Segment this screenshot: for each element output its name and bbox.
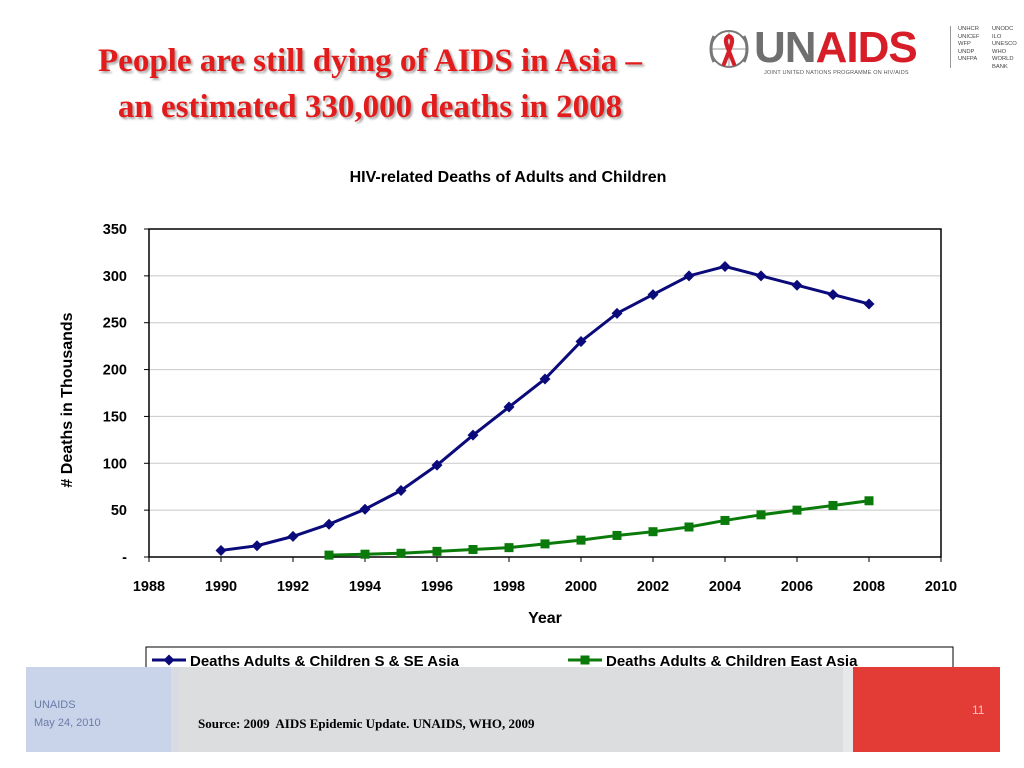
data-point xyxy=(539,373,551,385)
x-tick-label: 1994 xyxy=(349,579,381,595)
unaids-subtitle: JOINT UNITED NATIONS PROGRAMME ON HIV/AI… xyxy=(764,70,909,76)
x-tick-label: 2004 xyxy=(709,579,741,595)
footer-center-edge xyxy=(843,667,853,752)
data-point xyxy=(395,484,407,496)
footer-date: May 24, 2010 xyxy=(34,717,101,729)
data-point xyxy=(504,543,514,553)
data-point xyxy=(323,518,335,530)
footer-center-panel xyxy=(179,667,843,752)
data-point xyxy=(324,550,334,560)
chart-gridlines xyxy=(149,275,941,511)
x-tick-label: 2010 xyxy=(925,579,957,595)
data-point xyxy=(575,335,587,347)
data-point xyxy=(756,510,766,520)
data-point xyxy=(503,401,515,413)
unaids-wordmark: UNAIDS xyxy=(754,23,918,72)
data-point xyxy=(611,307,623,319)
data-point xyxy=(827,289,839,301)
x-tick-label: 1996 xyxy=(421,579,453,595)
y-tick-label: 250 xyxy=(103,316,127,332)
data-point xyxy=(720,515,730,525)
y-tick-label: 150 xyxy=(103,409,127,425)
un-emblem-ribbon-icon xyxy=(709,30,749,68)
unaids-logo: UNAIDS JOINT UNITED NATIONS PROGRAMME ON… xyxy=(702,20,1022,82)
data-point xyxy=(684,522,694,532)
data-point xyxy=(431,459,443,471)
x-tick-label: 1998 xyxy=(493,579,525,595)
data-point xyxy=(468,545,478,555)
data-point xyxy=(287,530,299,542)
source-note: Source: 2009 AIDS Epidemic Update. UNAID… xyxy=(198,716,535,731)
legend-marker xyxy=(163,654,175,666)
data-point xyxy=(828,500,838,510)
footer-org: UNAIDS xyxy=(34,699,76,711)
data-point xyxy=(755,270,767,282)
x-axis-ticks: 1988 1990 1992 1994 1996 1998 2000 2002 2004 2006… xyxy=(133,557,957,595)
slide-title: People are still dying of AIDS in Asia –… xyxy=(20,38,720,130)
y-tick-label: 200 xyxy=(103,363,127,379)
legend-label: Deaths Adults & Children East Asia xyxy=(606,653,858,670)
x-tick-label: 1988 xyxy=(133,579,165,595)
data-point xyxy=(648,527,658,537)
data-point xyxy=(215,544,227,556)
y-axis-label: # Deaths in Thousands xyxy=(59,312,76,487)
data-point xyxy=(359,503,371,515)
data-point xyxy=(540,539,550,549)
legend-marker xyxy=(580,655,590,665)
y-tick-label: 350 xyxy=(103,222,127,238)
data-point xyxy=(360,549,370,559)
slide-title-line2: an estimated 330,000 deaths in 2008 xyxy=(117,89,623,125)
y-tick-label: - xyxy=(122,550,127,566)
x-axis-label: Year xyxy=(528,610,562,627)
data-point xyxy=(612,530,622,540)
series-line xyxy=(220,264,870,552)
legend-label: Deaths Adults & Children S & SE Asia xyxy=(190,653,460,670)
page-number: 11 xyxy=(972,703,985,717)
series-1 xyxy=(215,260,875,556)
y-tick-label: 100 xyxy=(103,456,127,472)
data-point xyxy=(792,505,802,515)
x-tick-label: 2006 xyxy=(781,579,813,595)
footer-left-edge xyxy=(171,667,179,752)
data-point xyxy=(647,289,659,301)
data-point xyxy=(863,298,875,310)
slide-title-line1: People are still dying of AIDS in Asia – xyxy=(98,43,642,79)
data-point xyxy=(396,548,406,558)
footer-right-panel xyxy=(853,667,1000,752)
data-point xyxy=(251,540,263,552)
x-tick-label: 2002 xyxy=(637,579,669,595)
data-point xyxy=(683,270,695,282)
data-point xyxy=(432,546,442,556)
cosponsors-col2: UNODC ILO UNESCO WHO WORLD BANK xyxy=(992,26,1017,70)
data-point xyxy=(576,535,586,545)
x-tick-label: 1992 xyxy=(277,579,309,595)
data-point xyxy=(864,496,874,506)
line-chart: HIV-related Deaths of Adults and Childre… xyxy=(59,169,957,675)
plot-area xyxy=(148,228,942,558)
chart-series xyxy=(215,260,875,560)
y-axis-ticks: - 50 100 150 200 250 300 350 xyxy=(103,222,149,566)
logo-divider xyxy=(950,26,951,68)
x-tick-label: 1990 xyxy=(205,579,237,595)
footer-left-panel xyxy=(26,667,171,752)
data-point xyxy=(719,260,731,272)
data-point xyxy=(467,429,479,441)
chart-title: HIV-related Deaths of Adults and Childre… xyxy=(350,169,667,186)
series-2 xyxy=(324,496,874,560)
y-tick-label: 300 xyxy=(103,269,127,285)
y-tick-label: 50 xyxy=(111,503,127,519)
x-tick-label: 2008 xyxy=(853,579,885,595)
x-tick-label: 2000 xyxy=(565,579,597,595)
cosponsors-col1: UNHCR UNICEF WFP UNDP UNFPA xyxy=(958,26,980,63)
data-point xyxy=(791,279,803,291)
series-line xyxy=(328,499,870,557)
